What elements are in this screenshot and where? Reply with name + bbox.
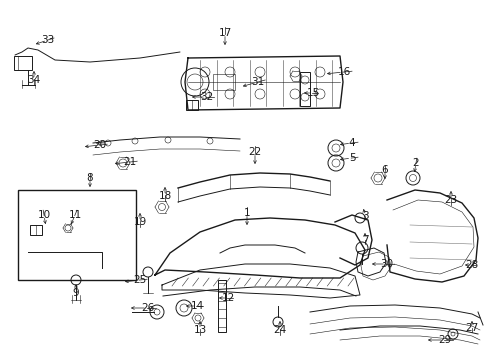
Text: 22: 22 (248, 147, 261, 157)
Text: 12: 12 (221, 293, 234, 303)
Text: 5: 5 (348, 153, 355, 163)
Text: 15: 15 (306, 88, 319, 98)
Text: 27: 27 (465, 323, 478, 333)
Text: 6: 6 (381, 165, 387, 175)
Text: 30: 30 (380, 259, 393, 269)
Text: 4: 4 (348, 138, 355, 148)
Text: 9: 9 (73, 288, 79, 298)
Text: 13: 13 (193, 325, 206, 335)
Text: 11: 11 (68, 210, 81, 220)
Text: 1: 1 (243, 208, 250, 218)
Text: 24: 24 (273, 325, 286, 335)
Text: 26: 26 (141, 303, 154, 313)
Bar (30, 225, 42, 235)
Bar (14, 56, 32, 70)
Bar (218, 280, 225, 332)
Text: 7: 7 (361, 235, 367, 245)
Bar (185, 100, 198, 110)
Bar (213, 74, 235, 90)
Text: 18: 18 (158, 191, 171, 201)
Text: 33: 33 (41, 35, 55, 45)
Text: 19: 19 (133, 217, 146, 227)
Text: 8: 8 (86, 173, 93, 183)
Text: 17: 17 (218, 28, 231, 38)
Text: 29: 29 (437, 335, 451, 345)
Bar (18, 190, 136, 280)
Text: 31: 31 (251, 77, 264, 87)
Text: 10: 10 (38, 210, 50, 220)
Text: 3: 3 (361, 211, 367, 221)
Text: 23: 23 (444, 195, 457, 205)
Text: 20: 20 (93, 140, 106, 150)
Text: 2: 2 (412, 158, 418, 168)
Text: 25: 25 (133, 275, 146, 285)
Text: 34: 34 (27, 75, 41, 85)
Text: 21: 21 (123, 157, 136, 167)
Text: 28: 28 (465, 260, 478, 270)
Text: 32: 32 (200, 92, 213, 102)
Text: 16: 16 (337, 67, 350, 77)
Bar (299, 72, 309, 106)
Text: 14: 14 (190, 301, 203, 311)
